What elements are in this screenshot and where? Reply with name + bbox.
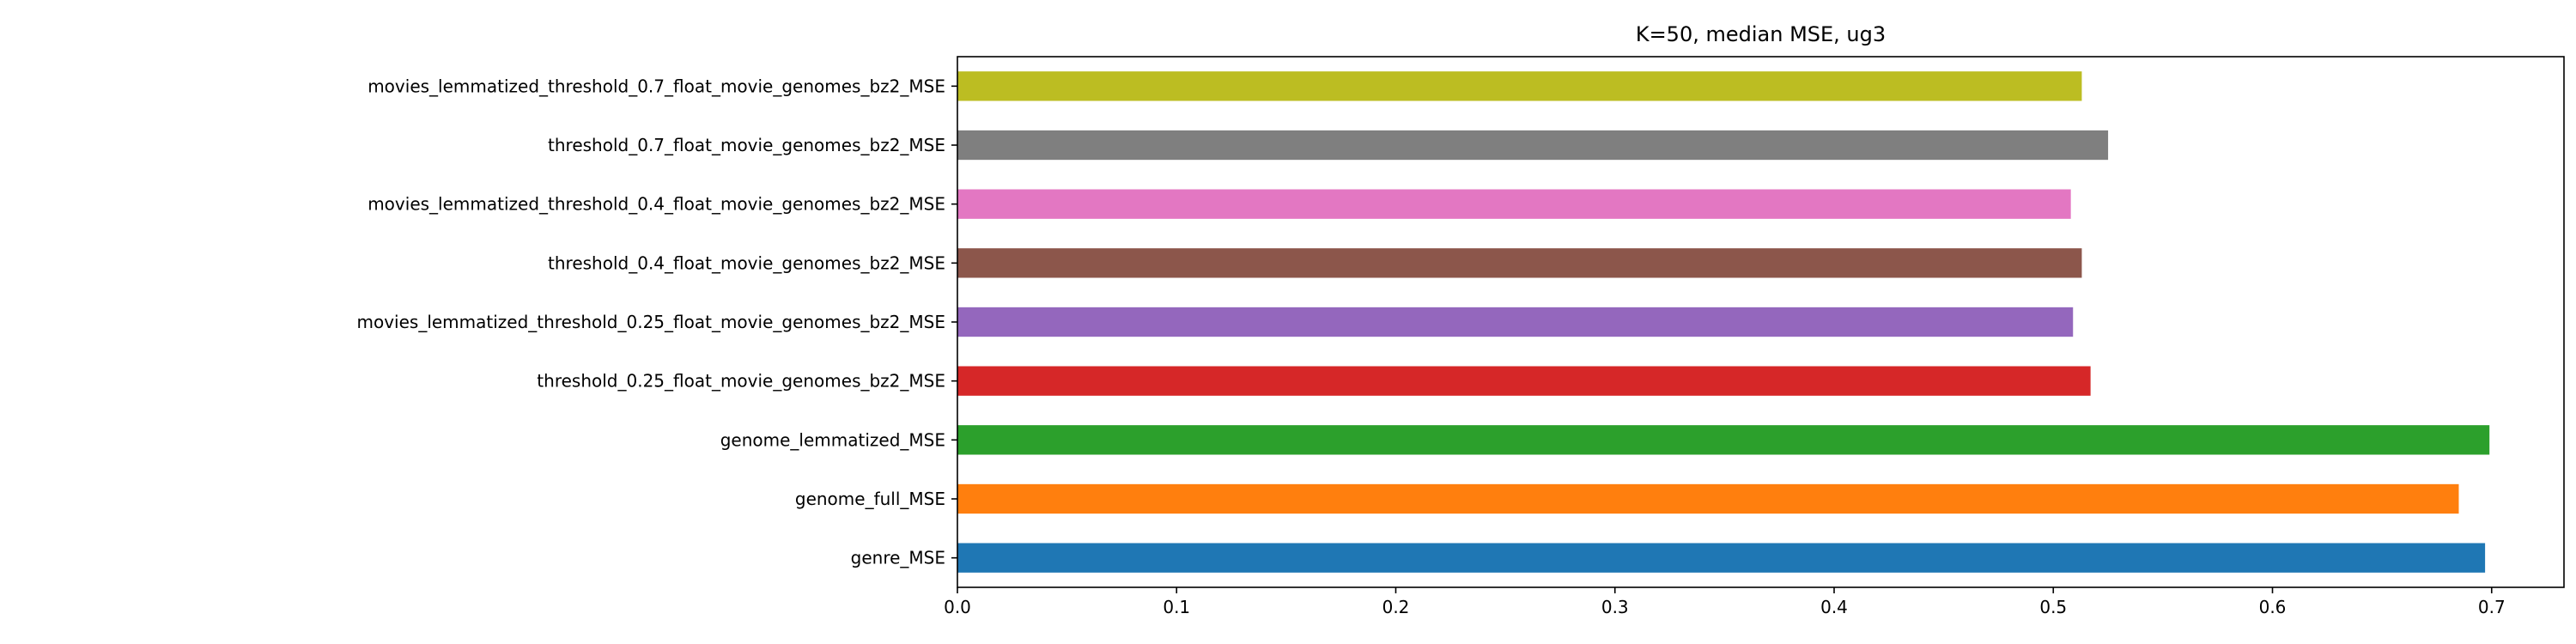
x-tick-label: 0.1 xyxy=(1163,597,1190,617)
x-tick-label: 0.5 xyxy=(2039,597,2067,617)
bar xyxy=(957,248,2082,278)
y-tick-labels: genre_MSE genome_full_MSE genome_lemmatize… xyxy=(356,76,957,568)
x-axis: 0.0 0.1 0.2 0.3 0.4 0.5 0.6 0.7 xyxy=(944,587,2506,617)
bar xyxy=(957,543,2486,573)
x-tick-label: 0.6 xyxy=(2259,597,2287,617)
y-tick-label: genome_lemmatized_MSE xyxy=(720,429,945,450)
x-tick-label: 0.7 xyxy=(2478,597,2506,617)
bar xyxy=(957,366,2091,396)
bars-layer xyxy=(957,71,2490,573)
plot-frame xyxy=(957,56,2565,588)
y-tick-label: threshold_0.4_float_movie_genomes_bz2_MS… xyxy=(548,252,945,273)
x-tick-label: 0.3 xyxy=(1601,597,1629,617)
y-tick-label: threshold_0.7_float_movie_genomes_bz2_MS… xyxy=(548,135,945,155)
y-tick-label: movies_lemmatized_threshold_0.4_float_mo… xyxy=(368,194,945,215)
y-tick-label: movies_lemmatized_threshold_0.7_float_mo… xyxy=(368,76,945,96)
bar xyxy=(957,307,2074,337)
y-tick-label: threshold_0.25_float_movie_genomes_bz2_M… xyxy=(537,371,945,392)
bar xyxy=(957,130,2109,161)
bar xyxy=(957,483,2459,514)
chart-title: K=50, median MSE, ug3 xyxy=(1636,22,1886,46)
x-tick-label: 0.2 xyxy=(1382,597,1410,617)
y-tick-label: genre_MSE xyxy=(851,548,945,568)
bar xyxy=(957,189,2071,219)
x-tick-label: 0.4 xyxy=(1820,597,1848,617)
y-tick-label: genome_full_MSE xyxy=(795,489,945,509)
x-tick-label: 0.0 xyxy=(944,597,971,617)
y-tick-label: movies_lemmatized_threshold_0.25_float_m… xyxy=(356,312,945,332)
bar xyxy=(957,71,2082,101)
bar xyxy=(957,425,2490,455)
